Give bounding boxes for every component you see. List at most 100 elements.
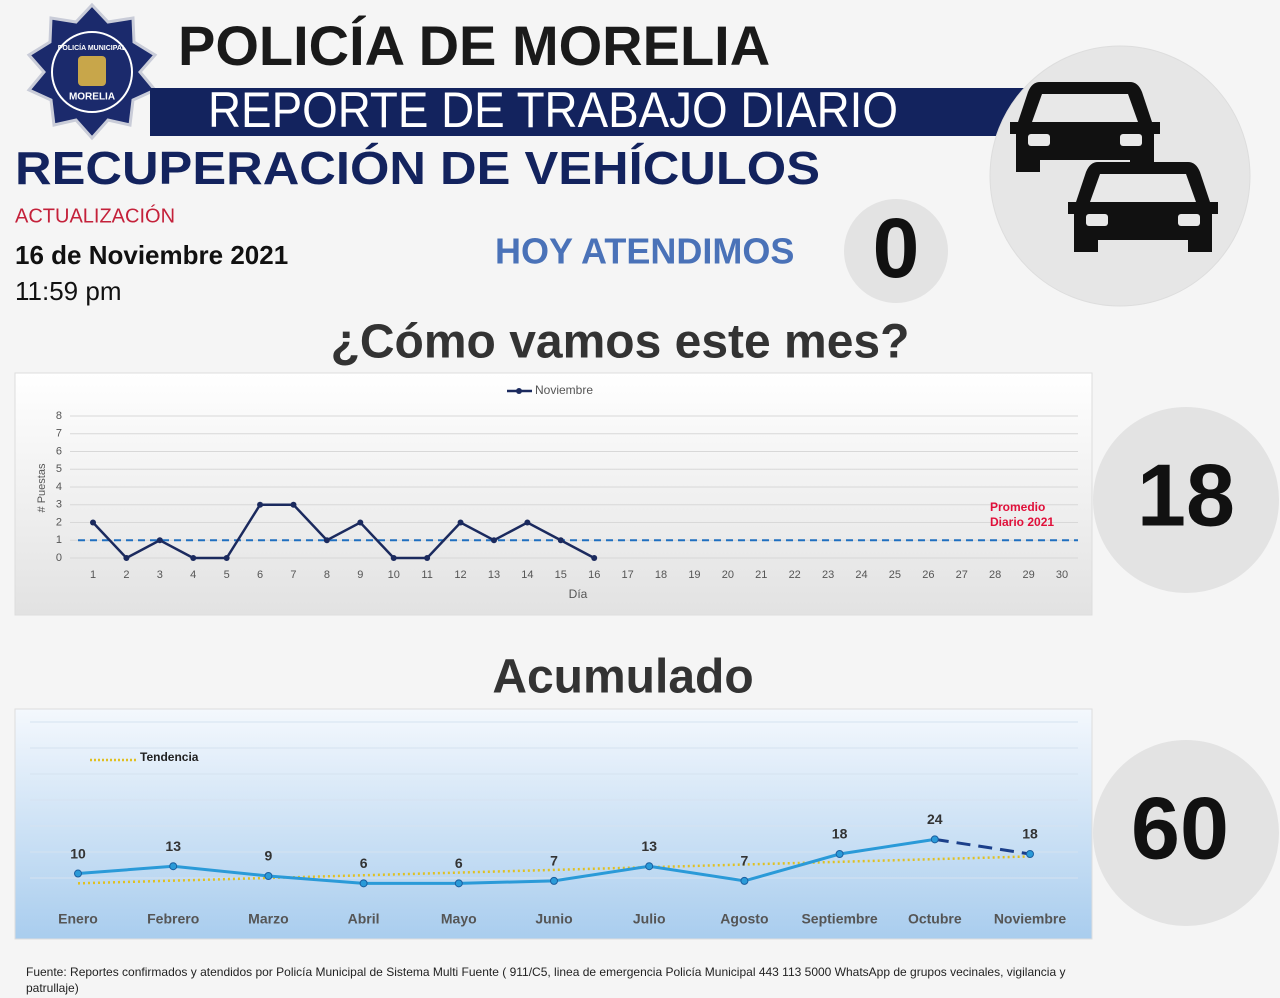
month-total: 18 xyxy=(1137,445,1235,544)
today-circle xyxy=(844,199,948,303)
data-point xyxy=(359,879,368,888)
data-point xyxy=(156,537,163,544)
x-tick-label: Septiembre xyxy=(801,911,877,927)
badge-top: POLICÍA MUNICIPAL xyxy=(58,43,127,52)
today-value: 0 xyxy=(873,201,920,295)
data-point xyxy=(930,835,939,844)
data-label: 7 xyxy=(741,853,749,869)
chart-panel xyxy=(14,708,1093,940)
data-point xyxy=(323,537,330,544)
y-tick-label: 1 xyxy=(56,534,62,546)
data-point xyxy=(645,862,654,871)
car-icon xyxy=(1068,162,1218,252)
x-tick-label: 26 xyxy=(922,569,934,581)
time: 11:59 pm xyxy=(15,276,121,306)
x-tick-label: Junio xyxy=(535,911,572,927)
x-tick-label: Febrero xyxy=(147,911,199,927)
x-tick-label: Marzo xyxy=(248,911,288,927)
data-point xyxy=(169,862,178,871)
banner xyxy=(150,88,1030,136)
data-point xyxy=(90,519,96,526)
x-tick-label: 30 xyxy=(1056,569,1068,581)
data-point xyxy=(264,872,273,880)
data-point xyxy=(357,519,364,526)
data-label: 9 xyxy=(265,848,273,864)
y-axis-label: # Puestas xyxy=(36,463,48,512)
update-label: ACTUALIZACIÓN xyxy=(15,204,175,227)
x-tick-label: 9 xyxy=(357,569,363,581)
legend-label: Noviembre xyxy=(535,383,593,397)
data-point xyxy=(223,555,230,561)
x-tick-label: 3 xyxy=(157,569,163,581)
data-line xyxy=(934,837,1031,856)
data-point xyxy=(457,519,464,526)
data-label: 10 xyxy=(70,845,86,861)
x-tick-label: 25 xyxy=(889,569,901,581)
data-point xyxy=(591,555,598,561)
data-label: 13 xyxy=(641,838,657,854)
data-label: 18 xyxy=(832,826,848,842)
accumulated-total: 60 xyxy=(1131,778,1229,877)
x-tick-label: 8 xyxy=(324,569,330,581)
data-point xyxy=(550,876,558,885)
data-point xyxy=(424,555,431,561)
x-tick-label: Octubre xyxy=(908,911,962,927)
y-tick-label: 4 xyxy=(56,481,62,493)
x-tick-label: Enero xyxy=(58,911,98,927)
data-line xyxy=(92,503,595,560)
y-tick-label: 8 xyxy=(56,410,62,422)
data-label: 7 xyxy=(550,853,558,869)
legend-label: Tendencia xyxy=(140,750,199,764)
data-point xyxy=(490,537,497,544)
x-tick-label: 27 xyxy=(956,569,968,581)
x-tick-label: 7 xyxy=(290,569,296,581)
x-tick-label: 21 xyxy=(755,569,767,581)
x-tick-label: 28 xyxy=(989,569,1001,581)
data-point xyxy=(740,876,749,885)
x-tick-label: 2 xyxy=(123,569,129,581)
data-point xyxy=(524,519,531,526)
data-point xyxy=(123,555,130,561)
x-tick-label: 18 xyxy=(655,569,667,581)
x-tick-label: Noviembre xyxy=(994,911,1067,927)
banner-text: REPORTE DE TRABAJO DIARIO xyxy=(208,82,898,138)
x-tick-label: 17 xyxy=(621,569,633,581)
x-tick-label: 13 xyxy=(488,569,500,581)
y-tick-label: 5 xyxy=(56,463,62,475)
y-tick-label: 6 xyxy=(56,445,62,457)
x-tick-label: 20 xyxy=(722,569,734,581)
data-point xyxy=(190,555,197,561)
data-label: 24 xyxy=(927,811,943,827)
data-point xyxy=(835,850,844,858)
legend-marker xyxy=(516,388,522,394)
x-tick-label: 16 xyxy=(588,569,600,581)
x-tick-label: 15 xyxy=(555,569,567,581)
x-tick-label: Agosto xyxy=(720,911,768,927)
x-tick-label: Mayo xyxy=(441,911,477,927)
x-axis-label: Día xyxy=(569,587,588,601)
data-point xyxy=(557,537,564,544)
date: 16 de Noviembre 2021 xyxy=(15,240,288,270)
x-tick-label: 10 xyxy=(388,569,400,581)
x-tick-label: 11 xyxy=(421,569,432,581)
x-tick-label: 29 xyxy=(1022,569,1034,581)
x-tick-label: 12 xyxy=(454,569,466,581)
month-heading: ¿Cómo vamos este mes? xyxy=(331,316,910,369)
section-title: RECUPERACIÓN DE VEHÍCULOS xyxy=(15,142,820,194)
data-label: 18 xyxy=(1022,826,1038,842)
data-point xyxy=(1026,850,1034,858)
y-tick-label: 0 xyxy=(56,552,62,564)
data-label: 6 xyxy=(360,855,368,871)
reference-label: Promedio Diario 2021 xyxy=(990,500,1055,529)
data-line xyxy=(77,837,936,885)
chart-panel xyxy=(14,372,1093,616)
badge-bottom: MORELIA xyxy=(69,92,115,103)
x-tick-label: 6 xyxy=(257,569,263,581)
y-tick-label: 3 xyxy=(56,499,62,511)
x-tick-label: 14 xyxy=(521,569,533,581)
data-point xyxy=(290,501,297,508)
data-label: 6 xyxy=(455,855,463,871)
x-tick-label: 23 xyxy=(822,569,834,581)
